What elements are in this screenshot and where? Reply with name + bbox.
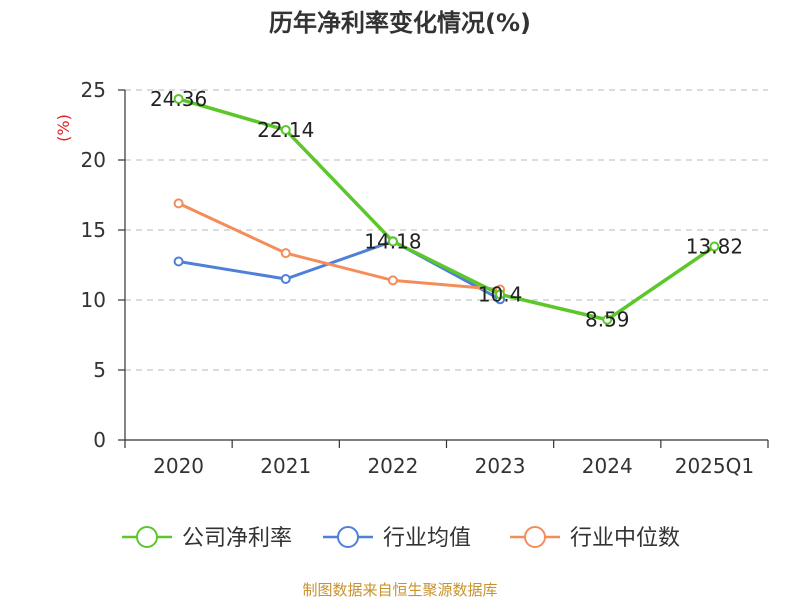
y-tick-label: 0 [93,428,106,452]
data-point[interactable] [280,274,291,284]
data-point[interactable] [173,198,184,209]
legend-item[interactable]: 行业均值 [323,526,471,551]
legend-marker [136,526,158,548]
y-axis-label: (%) [54,114,73,142]
y-tick-label: 15 [81,218,106,242]
data-point[interactable] [280,125,291,136]
data-point[interactable] [602,314,613,325]
y-tick-label: 25 [81,78,106,102]
series-0 [173,93,720,325]
legend-item[interactable]: 行业中位数 [510,526,680,551]
y-tick-label: 20 [81,148,106,172]
data-label: 13.82 [686,235,743,259]
source-note: 制图数据来自恒生聚源数据库 [302,581,497,599]
series-line [178,97,716,322]
data-label: 10.4 [478,282,523,306]
legend-item[interactable]: 公司净利率 [122,526,292,551]
data-point[interactable] [280,248,291,259]
legend-marker [524,526,546,548]
legend-label: 公司净利率 [182,526,292,551]
series-line [177,202,501,291]
y-tick-label: 5 [93,358,106,382]
x-tick-label: 2021 [260,454,311,478]
x-tick-label: 2020 [153,454,204,478]
series-2 [173,198,506,295]
data-labels: 24.36 22.14 14.18 10.4 8.59 13.82 [150,87,743,332]
data-label: 22.14 [257,118,314,142]
data-label: 8.59 [585,308,630,332]
chart-title: 历年净利率变化情况(%) [269,9,531,37]
x-tick-label: 2025Q1 [675,454,754,478]
data-label: 14.18 [364,229,421,253]
x-tick-label: 2024 [582,454,633,478]
data-point[interactable] [173,256,184,267]
legend-marker [337,526,359,548]
data-point[interactable] [387,236,398,247]
data-point[interactable] [387,275,398,286]
data-point[interactable] [495,289,506,300]
data-point[interactable] [173,93,184,104]
gridlines [125,89,768,371]
x-tick-label: 2023 [475,454,526,478]
y-tick-label: 10 [81,288,106,312]
legend-label: 行业均值 [383,526,471,551]
data-point[interactable] [709,241,720,252]
series-line [178,239,501,301]
axes: 0 5 10 15 20 25 2020 2021 2022 2023 2024 2025Q1 [81,78,769,478]
series-group: 24.36 22.14 14.18 10.4 8.59 13.82 [150,87,743,332]
legend[interactable]: 公司净利率 行业均值 行业中位数 [122,526,680,551]
x-tick-label: 2022 [367,454,418,478]
legend-label: 行业中位数 [570,526,680,551]
data-label: 24.36 [150,87,207,111]
